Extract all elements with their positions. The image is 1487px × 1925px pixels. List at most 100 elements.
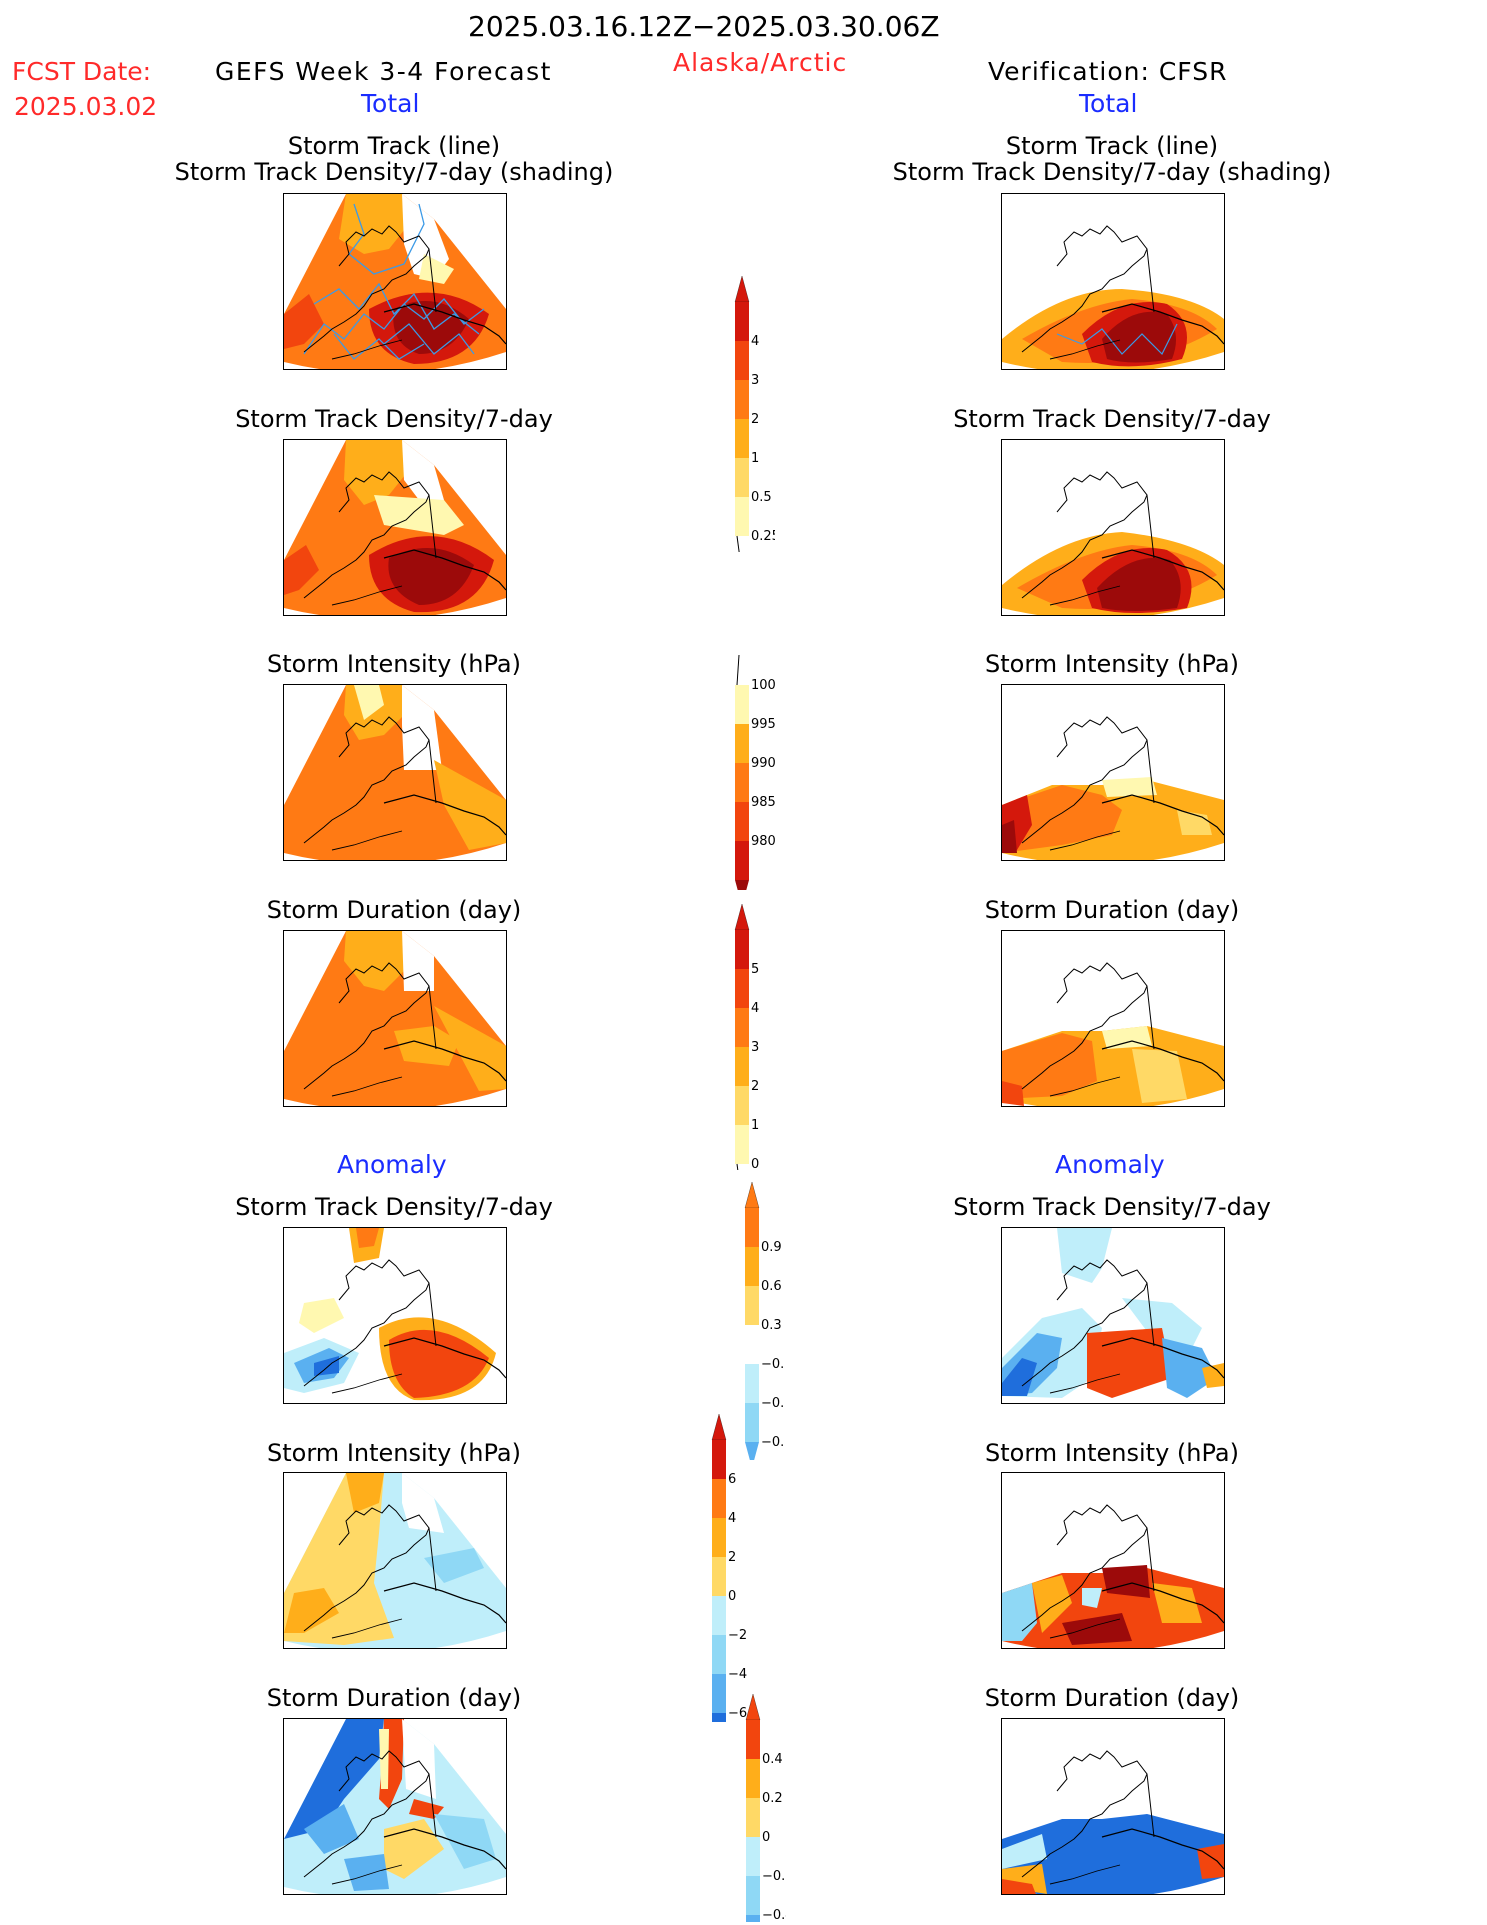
coastline-south: [1101, 1337, 1224, 1379]
map-panel-total-left-4: [283, 930, 507, 1107]
intensity-region: [1002, 785, 1122, 853]
colorbar-segment: [735, 1125, 749, 1164]
colorbar-segment: [712, 1479, 726, 1518]
coastline: [1021, 1750, 1148, 1878]
coastline-south: [383, 1040, 506, 1082]
anomaly-region: [1162, 1338, 1217, 1398]
colorbar-segment: [712, 1635, 726, 1674]
colorbar-segment: [745, 1325, 759, 1364]
colorbar-label: 0.9: [761, 1240, 782, 1255]
map-svg: [284, 1228, 506, 1401]
coastline-south: [1101, 1828, 1224, 1870]
colorbar-segment: [735, 1047, 749, 1086]
colorbar-segment: [735, 930, 749, 969]
anomaly-region: [299, 1298, 344, 1333]
map-svg: [1002, 1228, 1224, 1398]
colorbar-label: −0.4: [762, 1908, 786, 1922]
no-data-region: [402, 1719, 436, 1799]
colorbar-segment: [712, 1557, 726, 1596]
density-region: [339, 194, 409, 254]
panel-title-duration-left: Storm Duration (day): [266, 896, 522, 924]
anomaly-region: [379, 1729, 389, 1789]
panel-title-density-left: Storm Track Density/7-day: [235, 405, 553, 433]
colorbar-label: 995: [751, 717, 775, 732]
border-line: [428, 985, 437, 1050]
coastline: [303, 962, 430, 1090]
colorbar-segment: [712, 1674, 726, 1713]
colorbar-label: 0: [751, 1157, 759, 1170]
map-svg: [284, 685, 506, 860]
region-title: Alaska/Arctic: [673, 48, 848, 77]
duration-region: [1102, 1026, 1152, 1049]
map-svg: [1002, 1750, 1224, 1894]
map-svg: [284, 440, 506, 615]
coastline: [1021, 471, 1148, 599]
colorbar-label: 5: [751, 962, 759, 977]
colorbar-label: 4: [751, 1001, 759, 1016]
anomaly-region: [434, 1814, 496, 1869]
coastline: [303, 1259, 430, 1387]
panel-title-duration-right: Storm Duration (day): [984, 896, 1240, 924]
coastline: [1021, 962, 1148, 1090]
colorbar-label: 2: [751, 412, 759, 427]
panel-title-track-line-left: Storm Track (line): [287, 132, 501, 160]
duration-region: [394, 1026, 459, 1066]
intensity-region: [434, 760, 506, 850]
border-line: [428, 1773, 437, 1838]
colorbar-segment: [745, 1364, 759, 1403]
panel-title-anom-density-left: Storm Track Density/7-day: [235, 1193, 553, 1221]
border-line: [1146, 739, 1155, 804]
colorbar-label: −0.6: [761, 1396, 785, 1411]
map-panel-total-right-3: [1001, 684, 1225, 861]
duration-region: [434, 1006, 506, 1091]
colorbar-segment: [735, 380, 749, 419]
colorbar-segment: [712, 1713, 726, 1722]
aleutians: [331, 1076, 403, 1097]
total-left-label: Total: [361, 89, 420, 118]
coastline-south: [383, 1582, 506, 1624]
coastline-south: [383, 549, 506, 591]
anomaly-region: [384, 1819, 444, 1879]
verification-title: Verification: CFSR: [988, 57, 1228, 86]
panel-title-intensity-right: Storm Intensity (hPa): [985, 650, 1239, 678]
coastline: [303, 225, 430, 353]
colorbar-segment: [745, 1247, 759, 1286]
coastline: [303, 471, 430, 599]
map-panel-anom-right-3: [1001, 1718, 1225, 1895]
anomaly-region: [409, 1799, 444, 1819]
map-svg: [1002, 1504, 1224, 1648]
colorbar-label: 3: [751, 373, 759, 388]
map-panel-total-right-2: [1001, 439, 1225, 616]
panel-title-intensity-left: Storm Intensity (hPa): [267, 650, 521, 678]
aleutians: [331, 830, 403, 851]
intensity-region: [1102, 777, 1157, 797]
coastline: [1021, 716, 1148, 844]
border-line: [1146, 985, 1155, 1050]
map-svg: [284, 1719, 506, 1894]
colorbar-label: 980: [751, 834, 775, 849]
colorbar-label: 1: [751, 1118, 759, 1133]
colorbar-segment: [745, 1403, 759, 1442]
colorbar-tail: [736, 1163, 739, 1170]
coastline-south: [1101, 1582, 1224, 1624]
border-line: [1146, 1282, 1155, 1347]
map-panel-total-right-4: [1001, 930, 1225, 1107]
colorbar-duration: 5 4 3 2 1 0: [734, 903, 759, 1170]
colorbar-arrow-top: [734, 275, 750, 303]
colorbar-segment: [735, 763, 749, 802]
colorbar-segment: [746, 1837, 760, 1876]
density-region: [374, 495, 464, 535]
anomaly-region: [284, 1588, 339, 1633]
colorbar-label: 0: [728, 1589, 736, 1604]
colorbar-label: −0.2: [762, 1869, 786, 1884]
intensity-region: [354, 685, 384, 720]
anomaly-region: [314, 1356, 339, 1376]
border-line: [428, 1282, 437, 1347]
map-svg: [1002, 225, 1224, 369]
colorbar-density: 4 3 2 1 0.5 0.25: [734, 275, 775, 552]
coastline-south: [1101, 549, 1224, 591]
panel-title-density-right: Storm Track Density/7-day: [953, 405, 1271, 433]
map-panel-anom-left-1: [283, 1227, 507, 1404]
colorbar-label: 990: [751, 756, 775, 771]
anomaly-region: [1122, 1298, 1202, 1348]
